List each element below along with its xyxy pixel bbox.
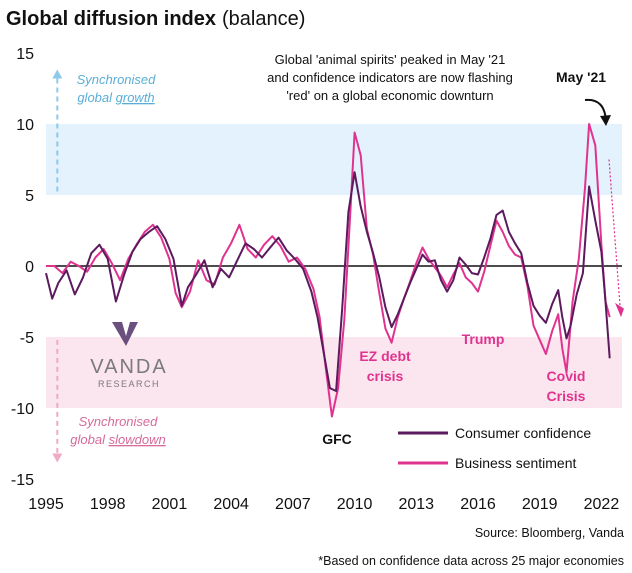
forecast-arrow-icon: [608, 159, 621, 306]
x-tick-label: 2010: [337, 496, 373, 513]
zone-down-line-2: global slowdown: [70, 432, 165, 447]
y-tick-label: -10: [11, 401, 34, 418]
footnote: *Based on confidence data across 25 majo…: [318, 554, 624, 568]
vanda-logo: VANDA RESEARCH: [90, 322, 167, 389]
y-tick-label: 0: [25, 259, 34, 276]
series-consumer-confidence: [45, 171, 611, 392]
x-tick-label: 2016: [460, 496, 496, 513]
logo-mark-icon: [112, 322, 138, 346]
x-tick-label: 1995: [28, 496, 64, 513]
axis-layer: 15 10 5 0 -5 -10 -15 1995 1998 2001 2004 2007 2010 20…: [11, 46, 622, 513]
x-tick-label: 2019: [522, 496, 558, 513]
y-tick-label: -15: [11, 472, 34, 489]
growth-band: [46, 124, 622, 195]
y-tick-label: -5: [20, 330, 34, 347]
zone-up-line-1: Synchronised: [77, 72, 157, 87]
event-covid-line-2: Crisis: [547, 388, 586, 404]
series-business-sentiment: [46, 123, 611, 418]
y-tick-label: 5: [25, 188, 34, 205]
x-tick-label: 1998: [90, 496, 126, 513]
x-tick-label: 2001: [152, 496, 188, 513]
y-tick-label: 10: [16, 117, 34, 134]
x-tick-label: 2007: [275, 496, 311, 513]
legend-label-consumer: Consumer confidence: [455, 425, 591, 441]
slowdown-arrowhead-icon: [52, 453, 63, 463]
event-trump: Trump: [462, 331, 505, 347]
chart-title: Global diffusion index (balance): [6, 8, 305, 30]
y-tick-label: 15: [16, 46, 34, 63]
slowdown-band: [46, 337, 622, 408]
legend: Consumer confidence Business sentiment: [398, 425, 591, 471]
event-ez-line-1: EZ debt: [359, 348, 411, 364]
forecast-arrowhead-icon: [615, 302, 624, 318]
legend-label-business: Business sentiment: [455, 455, 577, 471]
series-layer: [45, 123, 611, 418]
peak-arrowhead-icon: [600, 115, 611, 126]
x-tick-label: 2004: [213, 496, 249, 513]
peak-label: May '21: [556, 69, 606, 85]
source-note: Source: Bloomberg, Vanda: [475, 526, 624, 540]
band-layer: [46, 124, 622, 408]
event-gfc: GFC: [322, 431, 352, 447]
logo-sub: RESEARCH: [98, 379, 160, 389]
zone-down-line-1: Synchronised: [79, 414, 159, 429]
zone-up-line-2: global growth: [77, 90, 154, 105]
logo-name: VANDA: [90, 356, 167, 378]
event-ez-line-2: crisis: [367, 368, 404, 384]
annotation-line-3: 'red' on a global economic downturn: [286, 88, 493, 103]
x-tick-label: 2022: [584, 496, 620, 513]
annotation-line-2: and confidence indicators are now flashi…: [267, 70, 513, 85]
arrow-layer: [52, 69, 624, 463]
annotation-line-1: Global 'animal spirits' peaked in May '2…: [275, 52, 506, 67]
x-tick-label: 2013: [398, 496, 434, 513]
growth-arrowhead-icon: [52, 69, 63, 79]
event-covid-line-1: Covid: [547, 368, 586, 384]
